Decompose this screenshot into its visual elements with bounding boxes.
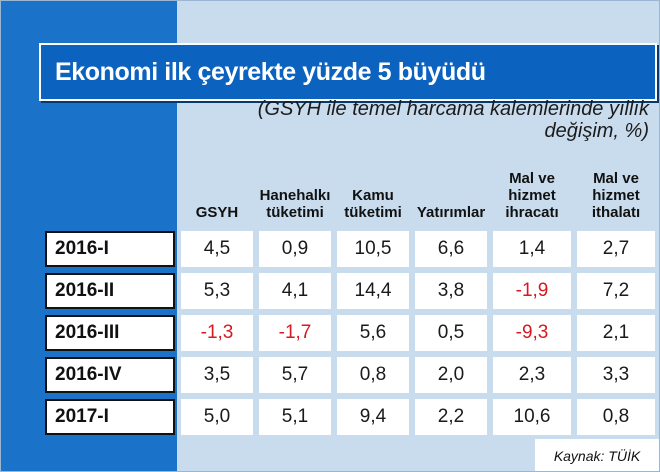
source-note: Kaynak: TÜİK [535,439,659,471]
column-header: Hanehalkı tüketimi [259,187,331,221]
table-cell: 2,7 [577,231,655,267]
table-row: 2017-I 5,0 5,1 9,4 2,2 10,6 0,8 [1,399,659,435]
table-cell: 3,8 [415,273,487,309]
table-cell: 5,1 [259,399,331,435]
table-cell: 7,2 [577,273,655,309]
table-cell: 5,6 [337,315,409,351]
table-cell: 3,3 [577,357,655,393]
table-cell: 6,6 [415,231,487,267]
table-row: 2016-IV 3,5 5,7 0,8 2,0 2,3 3,3 [1,357,659,393]
row-label: 2016-I [45,231,175,267]
table-row: 2016-II 5,3 4,1 14,4 3,8 -1,9 7,2 [1,273,659,309]
table-cell: 14,4 [337,273,409,309]
table-cell: 5,3 [181,273,253,309]
table-cell: 10,6 [493,399,571,435]
table-cell: -1,7 [259,315,331,351]
table-cell: 5,7 [259,357,331,393]
table-cell: -1,9 [493,273,571,309]
row-label: 2016-II [45,273,175,309]
table-cell: 0,8 [577,399,655,435]
table-cell: 4,1 [259,273,331,309]
table-cell: 2,2 [415,399,487,435]
table-cell: 10,5 [337,231,409,267]
row-label: 2016-III [45,315,175,351]
table-cell: 0,8 [337,357,409,393]
table-cell: 0,9 [259,231,331,267]
table-cell: 0,5 [415,315,487,351]
table-cell: 1,4 [493,231,571,267]
column-header: GSYH [195,204,239,221]
column-header: Mal ve hizmet ithalatı [591,170,641,221]
table-cell: -9,3 [493,315,571,351]
chart-subtitle: (GSYH ile temel harcama kalemlerinde yıl… [257,98,649,142]
table-row: 2016-III -1,3 -1,7 5,6 0,5 -9,3 2,1 [1,315,659,351]
table-cell: 3,5 [181,357,253,393]
table-cell: -1,3 [181,315,253,351]
row-label: 2016-IV [45,357,175,393]
column-header: Mal ve hizmet ihracatı [505,170,559,221]
table-row: 2016-I 4,5 0,9 10,5 6,6 1,4 2,7 [1,231,659,267]
chart-title: Ekonomi ilk çeyrekte yüzde 5 büyüdü [39,43,657,101]
table-cell: 9,4 [337,399,409,435]
table-cell: 2,1 [577,315,655,351]
table-cell: 4,5 [181,231,253,267]
column-header: Yatırımlar [416,204,486,221]
column-header: Kamu tüketimi [344,187,402,221]
table-cell: 5,0 [181,399,253,435]
table-cell: 2,3 [493,357,571,393]
table-cell: 2,0 [415,357,487,393]
row-label: 2017-I [45,399,175,435]
